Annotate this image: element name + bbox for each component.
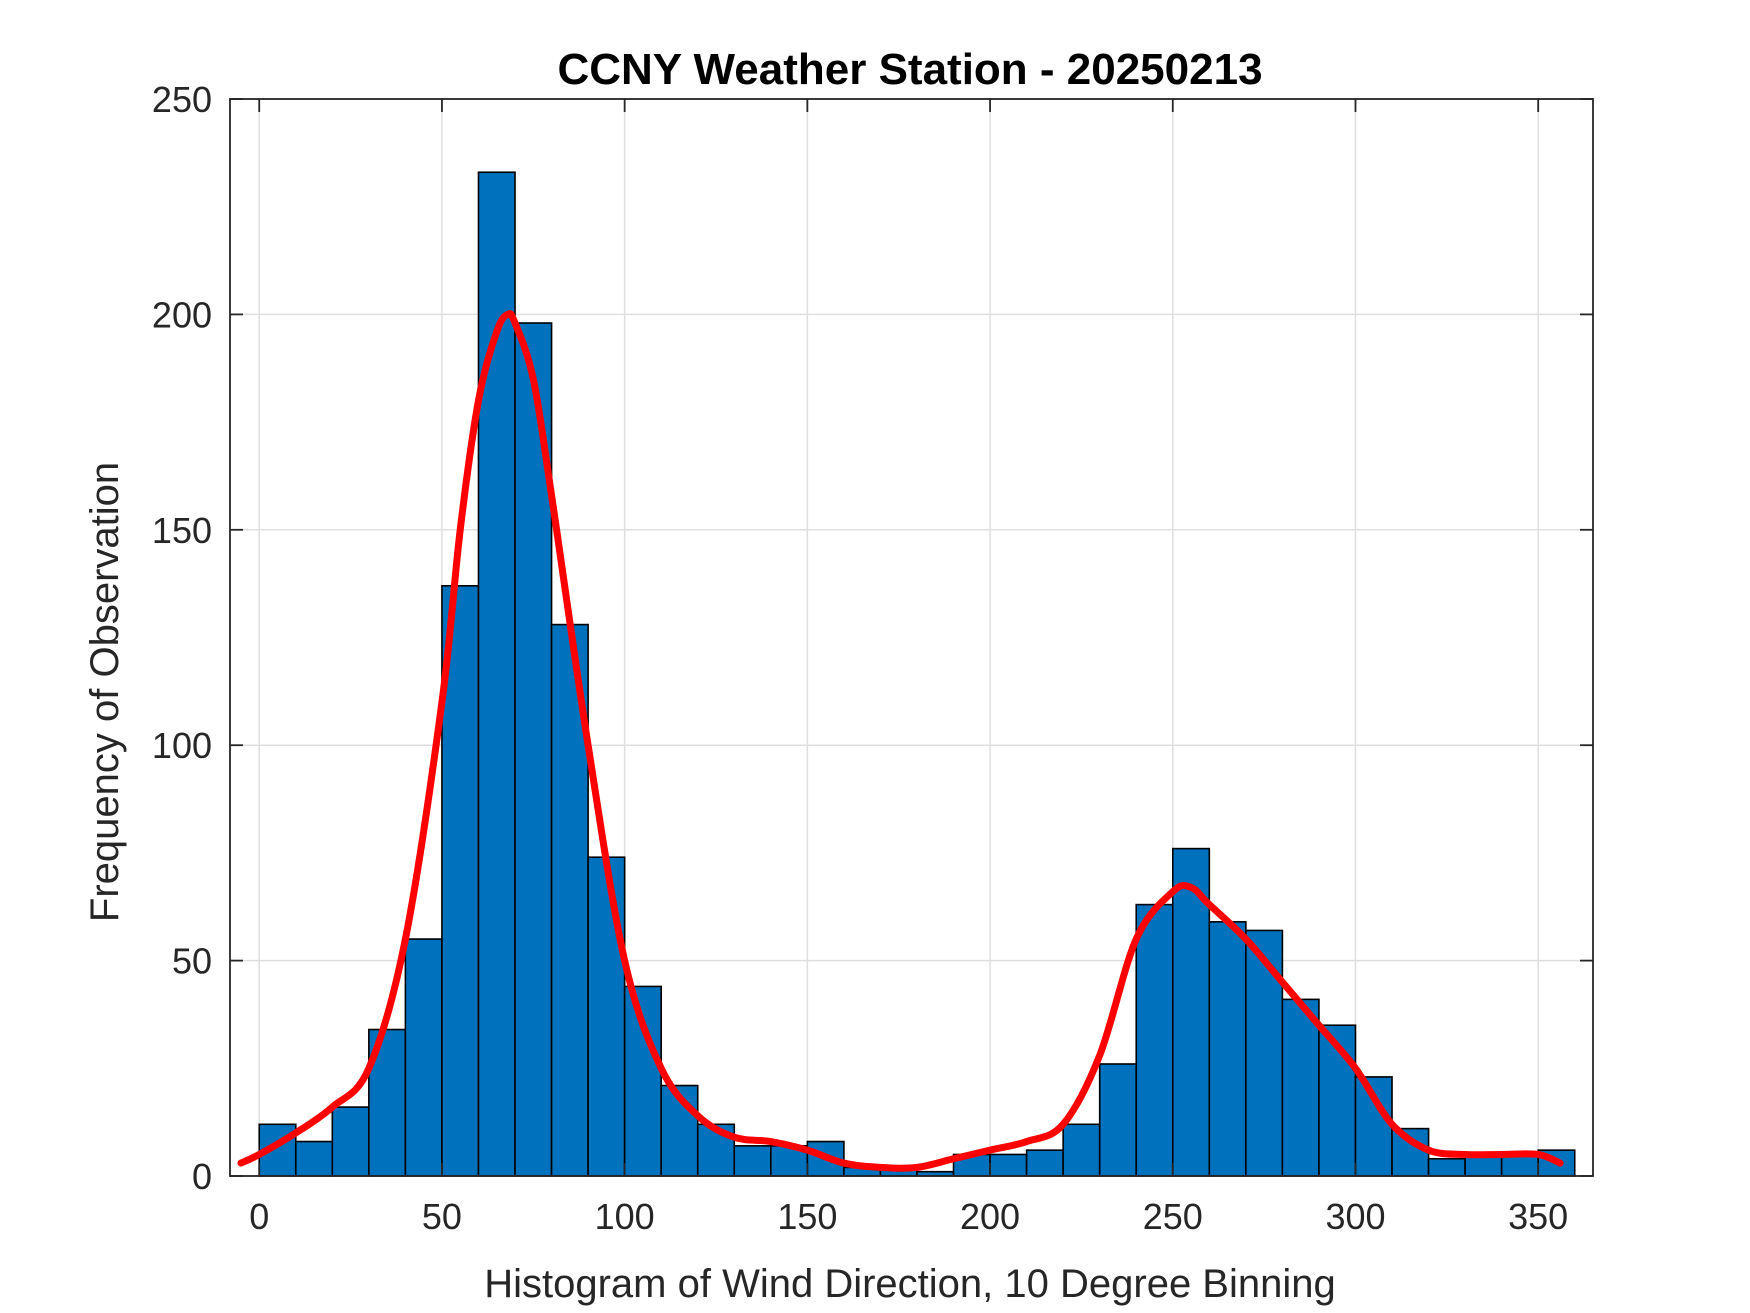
histogram-bar [331, 1106, 370, 1177]
density-curve [237, 310, 1564, 1172]
axes-layer [229, 98, 1594, 1177]
y-tick-label: 250 [152, 79, 212, 120]
x-axis-label: Histogram of Wind Direction, 10 Degree B… [484, 1262, 1336, 1306]
y-tick-label: 150 [152, 510, 212, 551]
histogram-bar [1281, 998, 1320, 1177]
histogram-bar [1427, 1157, 1466, 1177]
histogram-bar [1208, 921, 1247, 1177]
histogram-bar [733, 1145, 772, 1177]
axes-box [229, 98, 1594, 1177]
density-curve-layer [237, 310, 1564, 1172]
y-axis-label: Frequency of Observation [83, 462, 127, 922]
x-tick-label: 100 [595, 1196, 655, 1237]
y-tick-label: 0 [192, 1156, 212, 1197]
histogram-bar [294, 1140, 334, 1177]
histogram-bar [1391, 1127, 1430, 1177]
tick-labels-layer: 0 50 100 150 200 250 300 350 0 50 100 150 200 250 [152, 79, 1568, 1237]
x-tick-label: 200 [960, 1196, 1020, 1237]
histogram-bar [989, 1153, 1028, 1177]
histogram-bar [1025, 1149, 1064, 1177]
x-tick-label: 350 [1508, 1196, 1568, 1237]
chart-title: CCNY Weather Station - 20250213 [557, 45, 1262, 94]
x-tick-label: 50 [422, 1196, 462, 1237]
x-tick-label: 150 [777, 1196, 837, 1237]
histogram-bar [404, 938, 443, 1177]
x-tick-label: 300 [1325, 1196, 1385, 1237]
histogram-bar [1062, 1123, 1101, 1177]
bars-layer [258, 171, 1576, 1177]
y-tick-label: 50 [172, 941, 212, 982]
y-tick-label: 200 [152, 294, 212, 335]
histogram-bar [1098, 1063, 1138, 1177]
x-tick-label: 250 [1143, 1196, 1203, 1237]
y-tick-label: 100 [152, 725, 212, 766]
histogram-bar [441, 585, 480, 1177]
histogram-bar [1135, 903, 1174, 1177]
histogram-bar [587, 856, 626, 1177]
histogram-bar [1245, 929, 1284, 1177]
x-tick-label: 0 [249, 1196, 269, 1237]
